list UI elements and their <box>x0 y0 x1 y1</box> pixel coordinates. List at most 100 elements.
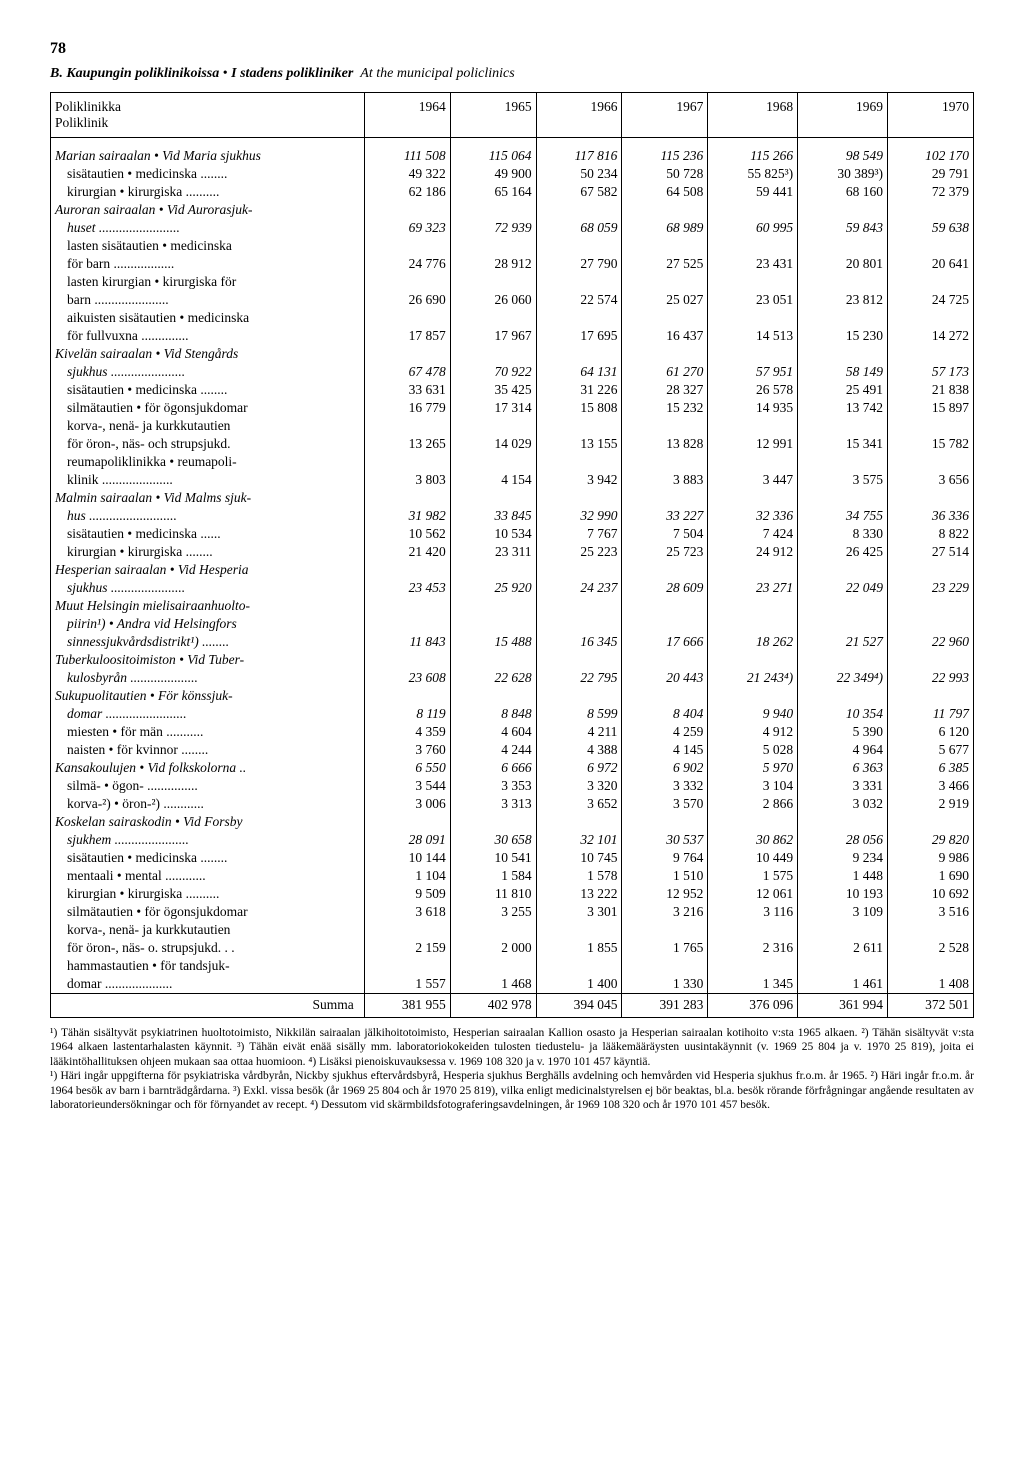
table-row: Malmin sairaalan • Vid Malms sjuk- <box>51 489 974 507</box>
table-row: Muut Helsingin mielisairaanhuolto- <box>51 597 974 615</box>
cell-value <box>622 957 708 975</box>
cell-value <box>622 417 708 435</box>
cell-value: 21 838 <box>888 381 974 399</box>
cell-value <box>622 309 708 327</box>
table-row: Koskelan sairaskodin • Vid Forsby <box>51 813 974 831</box>
cell-value <box>708 921 798 939</box>
cell-value: 1 468 <box>450 975 536 994</box>
row-label: hus .......................... <box>51 507 365 525</box>
cell-value: 70 922 <box>450 363 536 381</box>
row-label: lasten sisätautien • medicinska <box>51 237 365 255</box>
cell-value: 4 154 <box>450 471 536 489</box>
cell-value: 29 820 <box>888 831 974 849</box>
cell-value: 72 379 <box>888 183 974 201</box>
cell-value <box>622 453 708 471</box>
cell-value: 10 144 <box>364 849 450 867</box>
sum-label: Summa <box>51 994 365 1018</box>
cell-value: 22 795 <box>536 669 622 687</box>
cell-value: 10 449 <box>708 849 798 867</box>
cell-value: 4 211 <box>536 723 622 741</box>
cell-value <box>622 687 708 705</box>
cell-value <box>708 597 798 615</box>
table-row: korva-, nenä- ja kurkkutautien <box>51 921 974 939</box>
sum-value: 361 994 <box>798 994 888 1018</box>
cell-value: 4 259 <box>622 723 708 741</box>
cell-value: 28 609 <box>622 579 708 597</box>
row-label: Sukupuolitautien • För könssjuk- <box>51 687 365 705</box>
cell-value: 49 900 <box>450 165 536 183</box>
cell-value: 2 866 <box>708 795 798 813</box>
cell-value: 22 049 <box>798 579 888 597</box>
cell-value: 60 995 <box>708 219 798 237</box>
cell-value: 115 236 <box>622 138 708 166</box>
cell-value <box>888 687 974 705</box>
cell-value <box>798 417 888 435</box>
cell-value <box>708 453 798 471</box>
cell-value: 14 513 <box>708 327 798 345</box>
footnote-fi: ¹) Tähän sisältyvät psykiatrinen huoltot… <box>50 1026 974 1069</box>
cell-value: 7 504 <box>622 525 708 543</box>
cell-value <box>798 561 888 579</box>
cell-value: 3 006 <box>364 795 450 813</box>
cell-value <box>364 489 450 507</box>
row-label: Malmin sairaalan • Vid Malms sjuk- <box>51 489 365 507</box>
cell-value: 8 330 <box>798 525 888 543</box>
row-label: sisätautien • medicinska ........ <box>51 165 365 183</box>
cell-value: 102 170 <box>888 138 974 166</box>
cell-value <box>888 921 974 939</box>
cell-value <box>888 453 974 471</box>
cell-value: 68 160 <box>798 183 888 201</box>
cell-value: 115 266 <box>708 138 798 166</box>
row-label: Muut Helsingin mielisairaanhuolto- <box>51 597 365 615</box>
row-label: sisätautien • medicinska ........ <box>51 381 365 399</box>
cell-value: 36 336 <box>888 507 974 525</box>
footnotes: ¹) Tähän sisältyvät psykiatrinen huoltot… <box>50 1026 974 1112</box>
cell-value <box>798 489 888 507</box>
row-label: för barn .................. <box>51 255 365 273</box>
table-row: för öron-, näs- och strupsjukd.13 26514 … <box>51 435 974 453</box>
cell-value: 3 618 <box>364 903 450 921</box>
cell-value: 32 336 <box>708 507 798 525</box>
row-label: kirurgian • kirurgiska ........ <box>51 543 365 561</box>
cell-value: 8 404 <box>622 705 708 723</box>
cell-value: 11 797 <box>888 705 974 723</box>
cell-value <box>364 561 450 579</box>
header-row: Poliklinikka Poliklinik 1964 1965 1966 1… <box>51 93 974 138</box>
cell-value: 13 222 <box>536 885 622 903</box>
cell-value: 5 028 <box>708 741 798 759</box>
cell-value <box>450 561 536 579</box>
cell-value: 25 491 <box>798 381 888 399</box>
title-sep: • <box>223 66 228 81</box>
cell-value: 3 883 <box>622 471 708 489</box>
cell-value <box>364 201 450 219</box>
cell-value: 8 119 <box>364 705 450 723</box>
cell-value: 25 723 <box>622 543 708 561</box>
cell-value: 64 508 <box>622 183 708 201</box>
cell-value: 28 056 <box>798 831 888 849</box>
cell-value: 3 331 <box>798 777 888 795</box>
cell-value <box>798 813 888 831</box>
cell-value <box>364 417 450 435</box>
cell-value <box>708 957 798 975</box>
cell-value: 20 641 <box>888 255 974 273</box>
cell-value: 3 216 <box>622 903 708 921</box>
cell-value: 22 349⁴) <box>798 669 888 687</box>
cell-value: 21 527 <box>798 633 888 651</box>
cell-value: 1 855 <box>536 939 622 957</box>
sum-value: 381 955 <box>364 994 450 1018</box>
cell-value: 68 059 <box>536 219 622 237</box>
cell-value: 98 549 <box>798 138 888 166</box>
cell-value <box>798 453 888 471</box>
cell-value: 2 611 <box>798 939 888 957</box>
cell-value: 8 822 <box>888 525 974 543</box>
cell-value: 27 514 <box>888 543 974 561</box>
cell-value <box>450 273 536 291</box>
table-row: Marian sairaalan • Vid Maria sjukhus111 … <box>51 138 974 166</box>
cell-value: 68 989 <box>622 219 708 237</box>
cell-value <box>450 813 536 831</box>
cell-value: 1 578 <box>536 867 622 885</box>
cell-value: 12 061 <box>708 885 798 903</box>
cell-value <box>798 345 888 363</box>
cell-value <box>798 597 888 615</box>
row-label: sinnessjukvårdsdistrikt¹) ........ <box>51 633 365 651</box>
